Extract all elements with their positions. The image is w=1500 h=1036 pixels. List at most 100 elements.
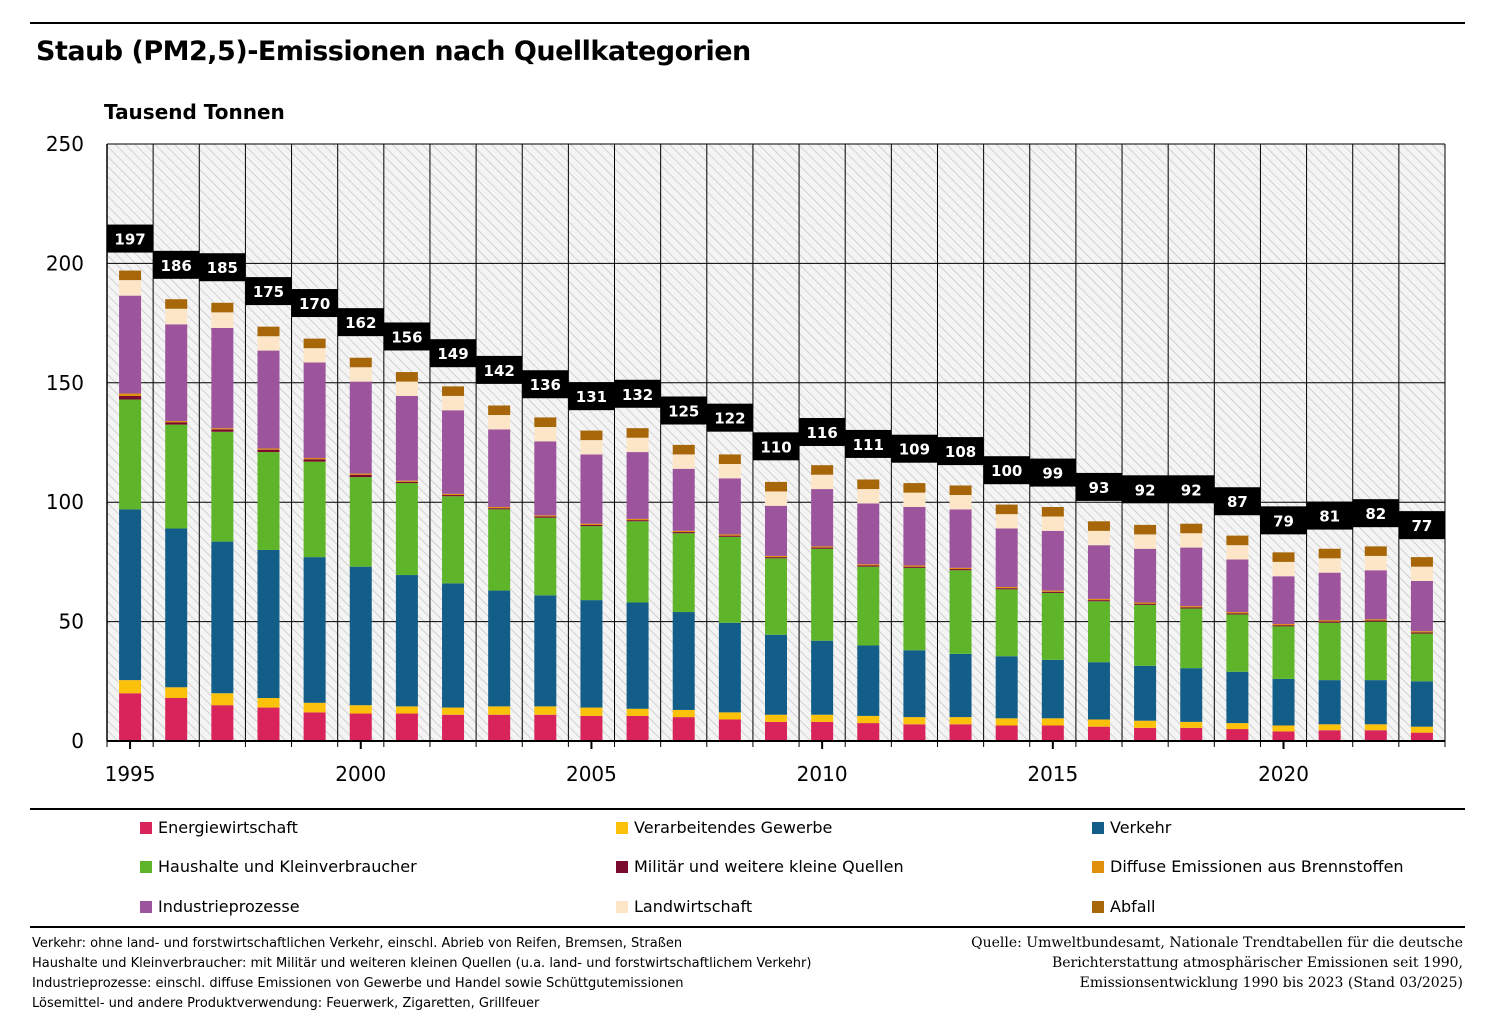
bar-segment — [995, 528, 1018, 587]
bar-segment — [903, 650, 926, 718]
total-label: 142 — [484, 362, 515, 380]
bar-segment — [1041, 591, 1064, 593]
bar-segment — [626, 602, 649, 709]
bar-segment — [995, 514, 1018, 529]
y-tick-label: 50 — [59, 610, 84, 634]
total-label: 162 — [345, 314, 376, 332]
bar-segment — [349, 474, 372, 478]
bar-segment — [303, 459, 326, 462]
bar-segment — [718, 454, 741, 464]
bar-segment — [442, 496, 465, 584]
bar-segment — [672, 444, 695, 455]
total-label-box — [1214, 487, 1261, 516]
bar-segment — [995, 718, 1018, 726]
bar-segment — [1226, 729, 1249, 741]
bar-segment — [1134, 665, 1157, 721]
total-label: 136 — [530, 376, 561, 394]
legend-item: Abfall — [1092, 897, 1155, 916]
footnote-haushalte: Haushalte und Kleinverbraucher: mit Mili… — [32, 956, 812, 971]
bar-segment — [211, 302, 234, 313]
chart-title: Staub (PM2,5)-Emissionen nach Quellkateg… — [36, 36, 751, 67]
bar-segment — [1180, 727, 1203, 741]
bar-segment — [1364, 570, 1387, 620]
bar-segment — [949, 570, 972, 654]
bar-segment — [119, 393, 142, 396]
bar-segment — [488, 405, 511, 416]
bar-segment — [395, 483, 418, 576]
bar-segment — [672, 533, 695, 613]
total-label-box — [1260, 506, 1307, 535]
bar-segment — [1041, 516, 1064, 531]
bar-segment — [165, 422, 188, 425]
bar-segment — [995, 589, 1018, 657]
bar-segment — [1226, 613, 1249, 615]
bar-segment — [534, 714, 557, 741]
bar-segment — [580, 526, 603, 601]
bar-segment — [949, 485, 972, 496]
bar-segment — [1087, 598, 1110, 601]
bar-segment — [395, 381, 418, 396]
bar-segment — [1226, 723, 1249, 730]
total-label-box — [568, 382, 615, 411]
bar-segment — [303, 461, 326, 558]
bar-segment — [257, 449, 280, 453]
bar-segment — [211, 693, 234, 706]
bar-segment — [442, 495, 465, 497]
total-label-box — [245, 277, 292, 306]
bar-segment — [1318, 548, 1341, 559]
bar-segment — [1134, 524, 1157, 535]
bar-segment — [672, 468, 695, 531]
bar-segment — [811, 548, 834, 641]
bar-segment — [626, 715, 649, 741]
bar-segment — [1087, 662, 1110, 720]
bar-segment — [119, 270, 142, 281]
stacked-bar-chart: 197 186 185 175 170 162 156 149 142 136 131 132 125 1… — [46, 132, 1446, 786]
bar-segment — [257, 707, 280, 741]
legend-label: Industrieprozesse — [158, 897, 300, 916]
bar-segment — [811, 489, 834, 547]
bar-segment — [534, 706, 557, 715]
total-label: 122 — [714, 410, 745, 428]
bar-segment — [1410, 726, 1433, 733]
source-line-1: Quelle: Umweltbundesamt, Nationale Trend… — [971, 935, 1463, 951]
bar-segment — [857, 715, 880, 724]
bar-segment — [903, 566, 926, 568]
bar-segment — [1134, 720, 1157, 728]
bar-segment — [257, 549, 280, 699]
total-label-box — [845, 429, 892, 458]
bar-segment — [903, 492, 926, 507]
bar-segment — [765, 481, 787, 492]
bar-segment — [765, 505, 787, 556]
bar-segment — [1226, 559, 1249, 613]
total-label-box — [1029, 458, 1076, 487]
bar-segment — [488, 429, 511, 507]
bar-segment — [949, 717, 972, 725]
bar-segment — [1364, 730, 1387, 741]
bar-segment — [857, 565, 880, 567]
bar-segment — [1180, 533, 1203, 548]
bar-segment — [211, 327, 234, 429]
legend-swatch — [1092, 860, 1104, 873]
bar-segment — [395, 713, 418, 741]
total-label: 77 — [1411, 517, 1432, 535]
bar-segment — [257, 326, 280, 337]
total-label: 93 — [1089, 479, 1110, 497]
bar-segment — [165, 308, 188, 325]
bar-segment — [303, 557, 326, 703]
bar-segment — [1318, 621, 1341, 623]
bar-segment — [257, 336, 280, 351]
bar-segment — [903, 567, 926, 651]
total-label: 175 — [253, 283, 284, 301]
bar-segment — [1272, 626, 1295, 679]
total-label: 100 — [991, 462, 1022, 480]
legend-label: Landwirtschaft — [634, 897, 753, 916]
bar-segment — [1272, 731, 1295, 741]
bar-segment — [534, 516, 557, 518]
legend-top-rule — [30, 808, 1465, 810]
bar-segment — [303, 458, 326, 460]
bar-segment — [718, 536, 741, 623]
bar-segment — [165, 299, 188, 309]
total-label-box — [753, 432, 799, 461]
bar-segment — [303, 362, 326, 459]
bar-segment — [1041, 718, 1064, 726]
